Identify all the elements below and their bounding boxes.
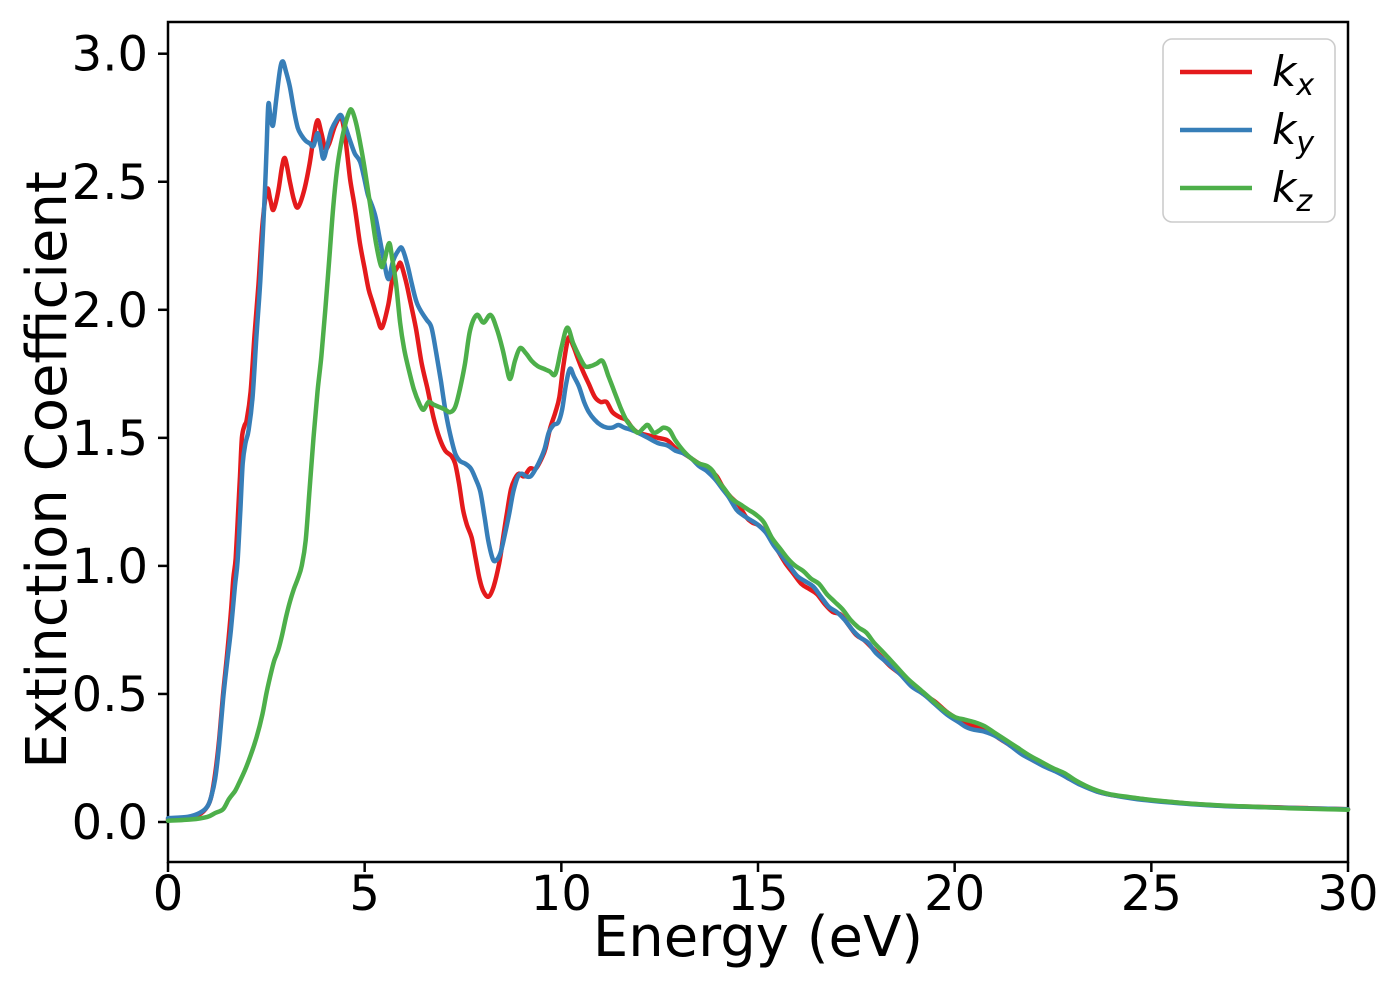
- x-tick-label: 20: [924, 866, 985, 922]
- x-tick-label: 15: [727, 866, 788, 922]
- legend-label-kz: kz: [1272, 163, 1313, 219]
- axis-ticks: 0 5 10 15 20 25 30 0.0 0.5 1.0 1.5 2.0 2.5 3.0: [72, 27, 1379, 922]
- series-lines: [165, 59, 1351, 823]
- y-tick-label: 2.0: [72, 283, 148, 339]
- x-tick-label: 30: [1317, 866, 1378, 922]
- x-tick-label: 0: [153, 866, 184, 922]
- y-axis-label: Extinction Coefficient: [15, 171, 80, 769]
- x-tick-label: 10: [531, 866, 592, 922]
- y-tick-label: 3.0: [72, 27, 148, 83]
- x-tick-label: 5: [349, 866, 380, 922]
- y-tick-label: 2.5: [72, 155, 148, 211]
- x-tick-label: 25: [1121, 866, 1182, 922]
- y-tick-label: 1.5: [72, 411, 148, 467]
- y-tick-label: 0.5: [72, 667, 148, 723]
- y-tick-label: 0.0: [72, 795, 148, 851]
- series-line-k_z: [165, 107, 1351, 823]
- x-axis-label: Energy (eV): [593, 905, 923, 970]
- legend-label-kx: kx: [1272, 47, 1314, 103]
- legend-label-ky: ky: [1272, 105, 1315, 161]
- y-tick-label: 1.0: [72, 539, 148, 595]
